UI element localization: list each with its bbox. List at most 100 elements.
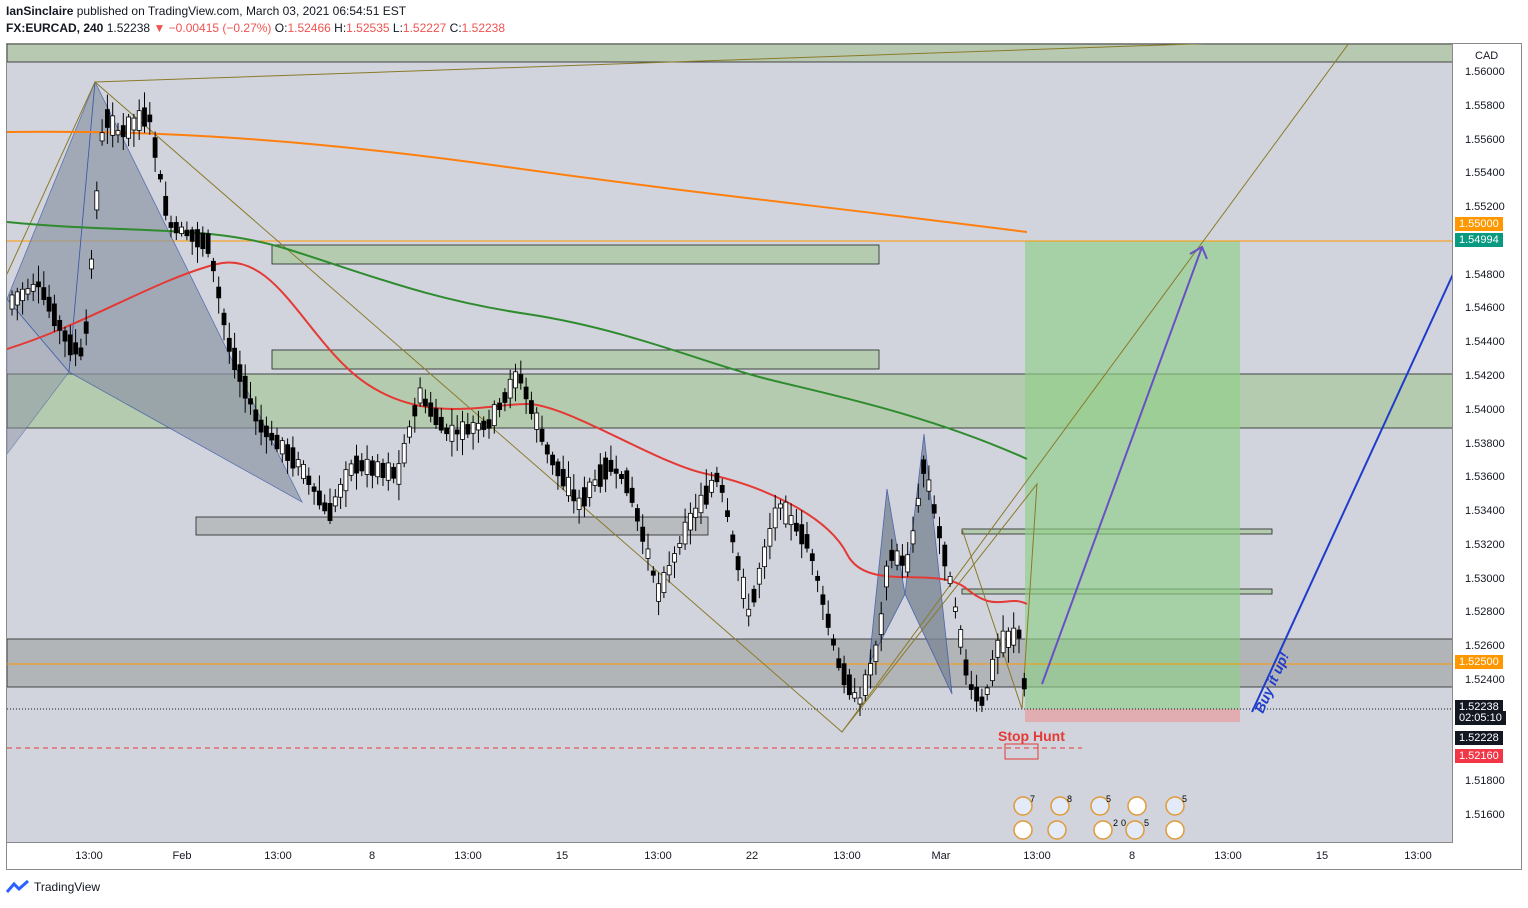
candle-body — [497, 402, 503, 411]
candle-body — [184, 229, 190, 237]
candle-body — [783, 501, 789, 525]
pattern-left-2 — [68, 80, 303, 503]
candle-body — [953, 606, 958, 612]
candle-body — [301, 463, 306, 480]
stop-hunt-box — [1004, 743, 1039, 760]
candle-body — [67, 334, 73, 356]
candle-body — [947, 576, 953, 585]
candle-body — [703, 485, 709, 505]
candle-body — [407, 426, 412, 438]
axis-tick-label: 1.53000 — [1465, 572, 1505, 585]
candle-body — [41, 287, 47, 300]
last-price: 1.52238 — [106, 21, 151, 35]
time-tick-label: 13:00 — [1214, 850, 1242, 862]
price-badge: 1.52238 — [1455, 700, 1503, 714]
candle-body — [30, 284, 36, 292]
footer-brand: TradingView — [6, 880, 100, 894]
candle-body — [322, 502, 328, 512]
candle-body — [709, 479, 714, 493]
time-tick-label: 13:00 — [644, 850, 672, 862]
candle-body — [179, 226, 185, 234]
candle-body — [772, 507, 778, 529]
candle-body — [984, 687, 990, 695]
low-label: L: — [392, 21, 403, 35]
candle-body — [688, 512, 693, 531]
price-badge: 1.52500 — [1455, 655, 1503, 669]
candle-body — [995, 639, 1001, 658]
candle-body — [804, 534, 810, 549]
candle-body — [635, 508, 640, 522]
candle-body — [735, 556, 741, 571]
event-count: 2 — [1113, 818, 1118, 828]
axis-currency: CAD — [1475, 50, 1499, 62]
candle-body — [1006, 630, 1011, 648]
axis-tick-label: 1.56000 — [1465, 66, 1505, 78]
axis-tick-label: 1.52600 — [1465, 640, 1505, 653]
time-axis[interactable]: 13:00 Feb 13:00 8 13:00 15 13:00 22 13:00 Mar 13:0… — [6, 843, 1522, 870]
candle-body — [841, 663, 847, 686]
time-tick-label: 13:00 — [1404, 850, 1432, 862]
candle-body — [157, 173, 163, 180]
chart-plot-area[interactable]: Stop Hunt Buy it up! 7 8 5 5 2 0 5 — [6, 43, 1453, 843]
candle-body — [263, 425, 269, 438]
candle-body — [560, 468, 566, 487]
published-text: published on TradingView.com, March 03, … — [76, 4, 407, 18]
candle-body — [550, 454, 555, 466]
candle-body — [110, 115, 116, 136]
candle-body — [656, 583, 661, 602]
close-label: C: — [449, 21, 462, 35]
zone-rect-1 — [271, 244, 880, 265]
candle-body — [274, 434, 280, 450]
candle-body — [348, 463, 354, 476]
axis-tick-label: 1.53400 — [1465, 505, 1505, 518]
candle-body — [1021, 678, 1027, 690]
axis-tick-label: 1.54200 — [1465, 369, 1505, 382]
axis-tick-label: 1.54000 — [1465, 403, 1505, 416]
candle-body — [619, 474, 624, 479]
candle-body — [354, 455, 359, 474]
time-tick-label: 8 — [368, 850, 376, 862]
candle-body — [316, 490, 322, 506]
candle-body — [661, 572, 667, 594]
candle-body — [809, 553, 815, 562]
pattern-left-3 — [7, 298, 70, 455]
candle-body — [566, 476, 571, 497]
candle-body — [396, 463, 402, 485]
candle-body — [650, 570, 656, 576]
candle-body — [9, 294, 15, 310]
candle-body — [894, 550, 900, 566]
candle-body — [401, 443, 407, 464]
publish-info: IanSinclaire published on TradingView.co… — [6, 4, 406, 18]
candle-body — [285, 444, 291, 461]
candle-body — [279, 440, 285, 455]
long-target-area — [1025, 241, 1240, 709]
candle-body — [422, 398, 428, 407]
candle-body — [449, 424, 455, 442]
candle-body — [910, 530, 916, 545]
candle-body — [825, 613, 831, 628]
candle-body — [714, 472, 720, 483]
candle-body — [555, 461, 561, 477]
candle-body — [613, 468, 619, 474]
candle-body — [475, 422, 481, 431]
open-label: O: — [274, 21, 288, 35]
event-eu-icon — [1165, 796, 1185, 816]
trendline-zigzag — [841, 482, 1038, 733]
purple-up-arrow — [1041, 246, 1203, 685]
candle-body — [937, 526, 942, 539]
price-badge: 02:05:10 — [1455, 711, 1506, 725]
candle-body — [603, 457, 608, 480]
candle-body — [338, 483, 344, 498]
price-badge: 1.52160 — [1455, 749, 1503, 763]
candle-body — [730, 534, 736, 543]
candle-body — [576, 497, 582, 510]
candle-body — [523, 386, 529, 400]
candle-body — [460, 421, 465, 440]
candle-body — [391, 466, 397, 479]
axis-tick-label: 1.54600 — [1465, 302, 1505, 315]
price-badge: 1.52228 — [1455, 731, 1503, 745]
axis-tick-label: 1.52400 — [1465, 673, 1505, 686]
economic-events[interactable]: 7 8 5 5 2 0 5 — [1013, 794, 1187, 840]
candle-body — [968, 684, 974, 690]
author-name: IanSinclaire — [6, 4, 74, 18]
